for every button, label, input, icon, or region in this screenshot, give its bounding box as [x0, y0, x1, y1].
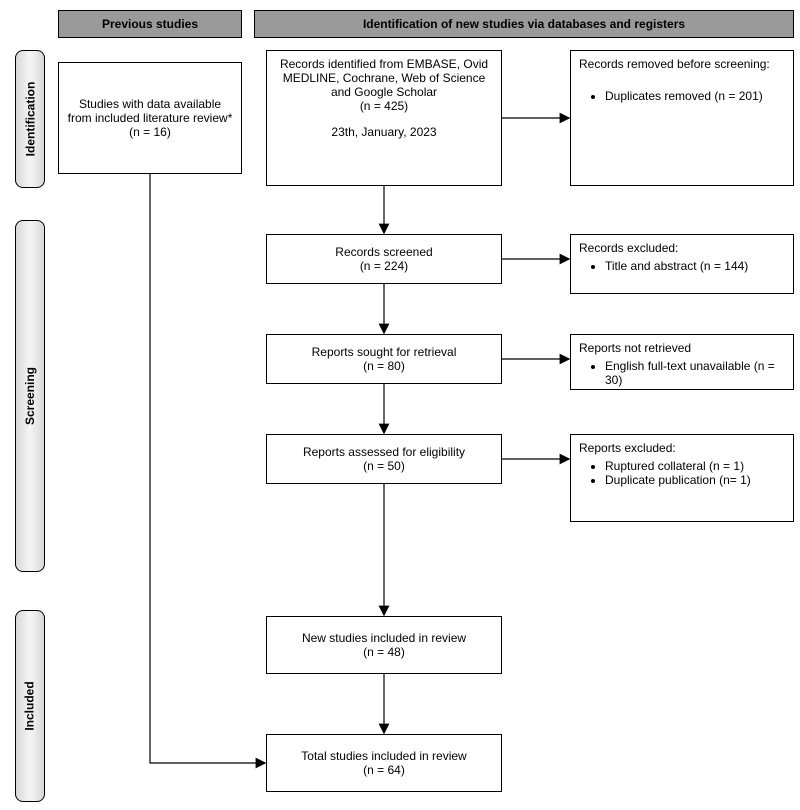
box-identified: Records identified from EMBASE, Ovid MED… — [266, 50, 502, 186]
prev-studies-n: (n = 16) — [67, 125, 233, 139]
box-excluded-eligibility: Reports excluded: Ruptured collateral (n… — [570, 434, 794, 522]
box-sought: Reports sought for retrieval (n = 80) — [266, 334, 502, 384]
header-previous: Previous studies — [58, 10, 242, 38]
not-retrieved-text: Reports not retrieved — [579, 341, 785, 355]
box-total: Total studies included in review (n = 64… — [266, 734, 502, 792]
excluded2-bullet1: Ruptured collateral (n = 1) — [605, 459, 785, 473]
identified-n: (n = 425) — [275, 99, 493, 113]
box-not-retrieved: Reports not retrieved English full-text … — [570, 334, 794, 390]
box-excluded-title-abstract: Records excluded: Title and abstract (n … — [570, 234, 794, 294]
identified-text: Records identified from EMBASE, Ovid MED… — [275, 57, 493, 99]
excluded1-bullet1: Title and abstract (n = 144) — [605, 259, 785, 273]
sought-n: (n = 80) — [275, 359, 493, 373]
header-new: Identification of new studies via databa… — [254, 10, 794, 38]
not-retrieved-bullet1: English full-text unavailable (n = 30) — [605, 359, 785, 387]
stage-screening: Screening — [15, 220, 45, 572]
stage-identification: Identification — [15, 50, 45, 188]
excluded2-bullet2: Duplicate publication (n= 1) — [605, 473, 785, 487]
total-n: (n = 64) — [275, 763, 493, 777]
screened-n: (n = 224) — [275, 259, 493, 273]
assessed-text: Reports assessed for eligibility — [275, 445, 493, 459]
new-included-text: New studies included in review — [275, 631, 493, 645]
excluded1-text: Records excluded: — [579, 241, 785, 255]
identified-date: 23th, January, 2023 — [275, 125, 493, 139]
box-new-included: New studies included in review (n = 48) — [266, 616, 502, 674]
removed-before-bullet1: Duplicates removed (n = 201) — [605, 89, 785, 103]
box-removed-before: Records removed before screening: Duplic… — [570, 50, 794, 186]
stage-included: Included — [15, 610, 45, 802]
excluded2-text: Reports excluded: — [579, 441, 785, 455]
box-screened: Records screened (n = 224) — [266, 234, 502, 284]
sought-text: Reports sought for retrieval — [275, 345, 493, 359]
assessed-n: (n = 50) — [275, 459, 493, 473]
box-assessed: Reports assessed for eligibility (n = 50… — [266, 434, 502, 484]
new-included-n: (n = 48) — [275, 645, 493, 659]
screened-text: Records screened — [275, 245, 493, 259]
total-text: Total studies included in review — [275, 749, 493, 763]
removed-before-text: Records removed before screening: — [579, 57, 785, 71]
box-prev-studies: Studies with data available from include… — [58, 62, 242, 174]
prev-studies-text: Studies with data available from include… — [67, 97, 233, 125]
